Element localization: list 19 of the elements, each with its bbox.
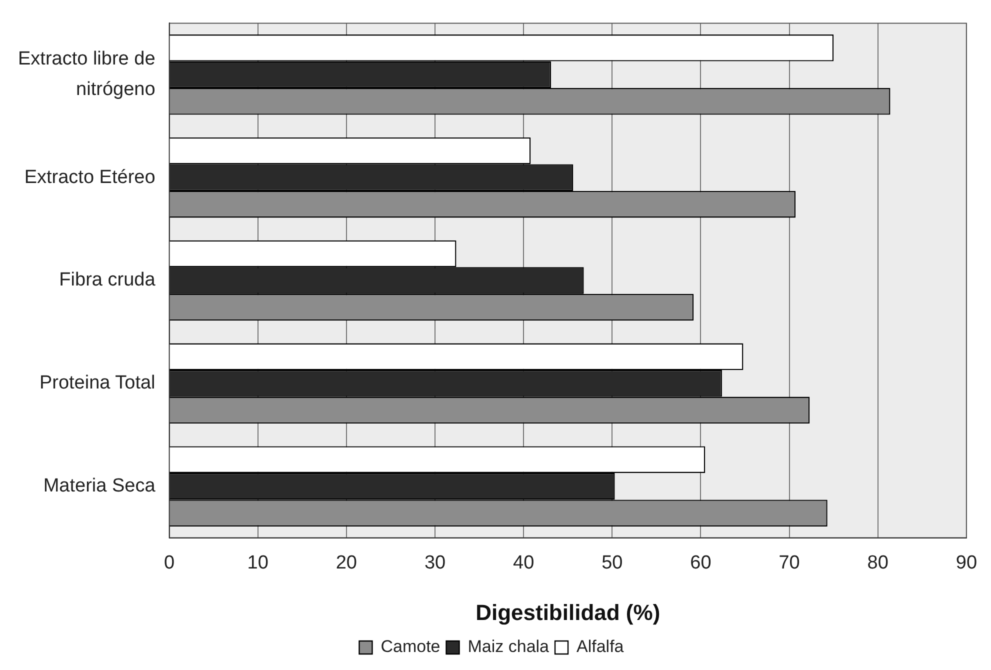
x-tick-label: 60: [690, 552, 712, 574]
legend-label: Alfalfa: [576, 637, 624, 656]
y-tick-label: Materia Seca: [43, 476, 156, 497]
x-axis-title: Digestibilidad (%): [476, 600, 660, 625]
y-tick-label: Fibra cruda: [59, 270, 156, 291]
y-tick-label: Extracto libre de nitrógeno: [18, 48, 156, 100]
y-tick-label: Proteina Total: [39, 372, 156, 394]
x-tick-label: 40: [513, 552, 534, 574]
x-tick-label: 20: [336, 552, 357, 574]
y-tick-label: Extracto Etéreo: [24, 166, 156, 188]
x-tick-label: 90: [956, 552, 978, 574]
x-tick-label: 50: [602, 552, 623, 574]
x-tick-label: 0: [164, 552, 175, 574]
legend-label: Maiz chala: [468, 637, 550, 656]
x-tick-label: 70: [778, 552, 800, 574]
x-tick-label: 30: [424, 552, 446, 574]
legend-label: Camote: [380, 637, 440, 656]
x-tick-label: 80: [867, 552, 888, 574]
x-tick-label: 10: [247, 552, 268, 574]
